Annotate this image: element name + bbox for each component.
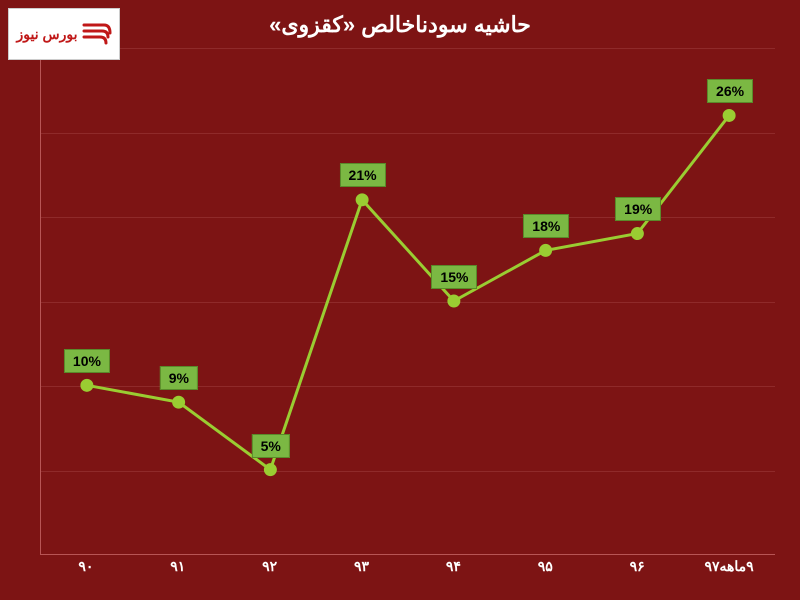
x-label: ۹۴ [446, 558, 461, 575]
x-axis-labels: ۹۰ ۹۱ ۹۲ ۹۳ ۹۴ ۹۵ ۹۶ ۹ماهه۹۷ [40, 558, 775, 588]
data-label: 9% [160, 366, 198, 390]
x-label: ۹۶ [630, 558, 645, 575]
data-label: 5% [252, 434, 290, 458]
chart-title: حاشیه سودناخالص «کقزوی» [0, 12, 800, 38]
logo-icon [82, 19, 112, 49]
logo: بورس نیوز [8, 8, 120, 60]
data-label: 21% [340, 163, 386, 187]
x-label: ۹۳ [354, 558, 369, 575]
data-label: 18% [523, 214, 569, 238]
x-label: ۹۱ [170, 558, 185, 575]
chart-line [41, 48, 775, 554]
data-label: 15% [431, 265, 477, 289]
x-label: ۹۲ [262, 558, 277, 575]
logo-text: بورس نیوز [17, 26, 78, 43]
x-label: ۹۰ [78, 558, 93, 575]
data-label: 26% [707, 79, 753, 103]
data-label: 19% [615, 197, 661, 221]
x-label: ۹۵ [538, 558, 553, 575]
data-label: 10% [64, 349, 110, 373]
chart-area: 10% 9% 5% 21% 15% 18% 19% 26% [40, 48, 775, 555]
x-label: ۹ماهه۹۷ [704, 558, 753, 575]
